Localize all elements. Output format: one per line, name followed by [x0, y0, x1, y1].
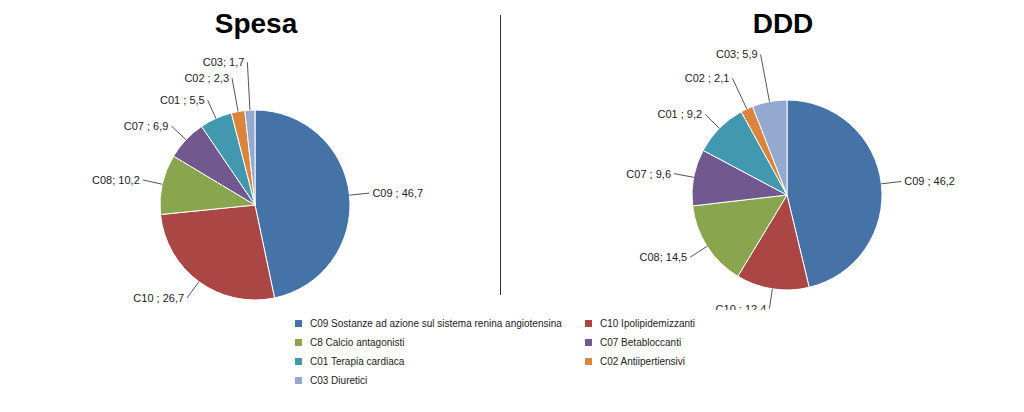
html-text:C03 Diuretici: C03 Diuretici	[310, 375, 368, 386]
html-text:C10 Ipolipidemizzanti: C10 Ipolipidemizzanti	[600, 318, 696, 329]
svg-text:C03; 1,7: C03; 1,7	[203, 56, 245, 68]
html-text:C8 Calcio antagonisti: C8 Calcio antagonisti	[310, 337, 405, 348]
svg-text:C02 ; 2,3: C02 ; 2,3	[184, 72, 229, 84]
html-text:Spesa: Spesa	[214, 8, 298, 39]
html-text:C01 Terapia cardiaca: C01 Terapia cardiaca	[310, 356, 405, 367]
html-text:C07 Betabloccanti: C07 Betabloccanti	[600, 337, 682, 348]
svg-text:C10 ; 26,7: C10 ; 26,7	[133, 292, 184, 304]
svg-text:C02 ; 2,1: C02 ; 2,1	[685, 72, 730, 84]
svg-text:C07 ; 9,6: C07 ; 9,6	[626, 168, 671, 180]
html-text:C02 Antiipertiensivi: C02 Antiipertiensivi	[600, 356, 685, 367]
svg-text:C01 ; 5,5: C01 ; 5,5	[160, 94, 205, 106]
svg-text:C08; 14,5: C08; 14,5	[640, 251, 688, 263]
svg-text:C07 ; 6,9: C07 ; 6,9	[124, 120, 169, 132]
html-text:DDD: DDD	[752, 8, 814, 39]
svg-text:C09 ; 46,2: C09 ; 46,2	[904, 175, 955, 187]
svg-text:C01 ; 9,2: C01 ; 9,2	[657, 108, 702, 120]
svg-text:C09 ; 46,7: C09 ; 46,7	[372, 187, 423, 199]
svg-text:C08; 10,2: C08; 10,2	[92, 174, 140, 186]
svg-text:C10 ; 12,4: C10 ; 12,4	[716, 303, 767, 310]
html-text:C09 Sostanze ad azione sul sis: C09 Sostanze ad azione sul sistema renin…	[310, 318, 562, 329]
svg-text:C03; 5,9: C03; 5,9	[716, 48, 758, 60]
